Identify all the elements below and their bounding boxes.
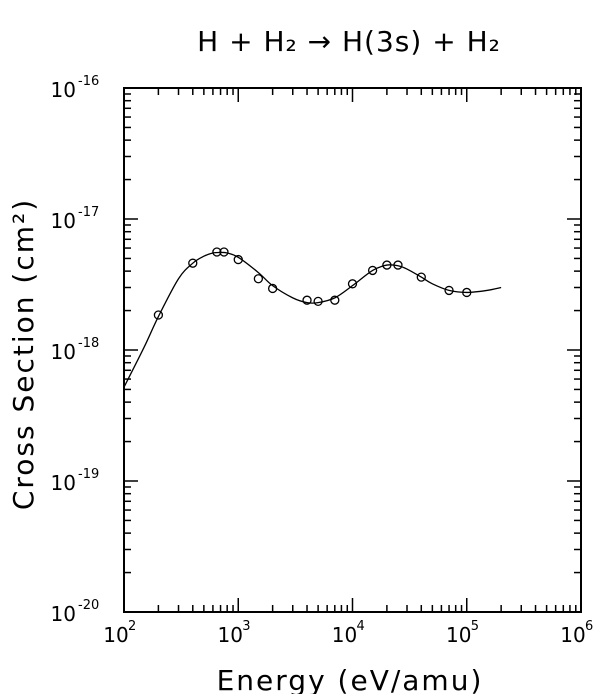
fit-curve-group (123, 251, 502, 388)
x-tick-label: 10 (332, 623, 357, 647)
data-point (153, 310, 164, 320)
data-point (253, 274, 264, 284)
x-tick-label-exponent: 6 (585, 619, 593, 634)
y-tick-label: 10 (51, 471, 76, 495)
y-axis-label: Cross Section (cm²) (7, 198, 40, 510)
y-tick-label-exponent: -17 (78, 205, 99, 220)
x-tick-label-exponent: 3 (242, 619, 250, 634)
data-point (462, 287, 472, 298)
y-tick-label: 10 (51, 340, 76, 364)
x-tick-label-exponent: 4 (357, 619, 365, 634)
x-tick-label: 10 (446, 623, 471, 647)
x-tick-label: 10 (560, 623, 585, 647)
data-point (212, 247, 222, 257)
data-points-group (153, 247, 472, 320)
chart-title: H + H₂ → H(3s) + H₂ (197, 25, 501, 58)
y-tick-label: 10 (51, 209, 76, 233)
data-point (302, 295, 312, 305)
y-tick-label-exponent: -20 (78, 598, 99, 613)
y-tick-label-exponent: -16 (78, 74, 99, 89)
y-tick-label: 10 (51, 78, 76, 102)
data-point (233, 254, 243, 265)
x-tick-label: 10 (218, 623, 243, 647)
x-tick-label: 10 (103, 623, 128, 647)
data-point (416, 272, 426, 282)
x-tick-label-exponent: 2 (128, 619, 136, 634)
plot-frame (123, 87, 582, 613)
data-point (347, 279, 358, 289)
data-point (313, 296, 323, 307)
data-point (367, 265, 378, 276)
data-point (267, 283, 278, 294)
data-point (219, 247, 229, 257)
data-point (382, 260, 392, 270)
axis-ticks (123, 88, 581, 613)
x-axis-label: Energy (eV/amu) (217, 664, 484, 694)
data-point (188, 258, 198, 268)
fit-curve-line (123, 251, 502, 388)
y-tick-label: 10 (51, 602, 76, 626)
data-point (330, 295, 340, 305)
data-point (393, 260, 403, 270)
x-tick-label-exponent: 5 (471, 619, 479, 634)
y-tick-label-exponent: -18 (78, 336, 99, 351)
data-point (444, 285, 454, 296)
y-tick-label-exponent: -19 (78, 467, 99, 482)
